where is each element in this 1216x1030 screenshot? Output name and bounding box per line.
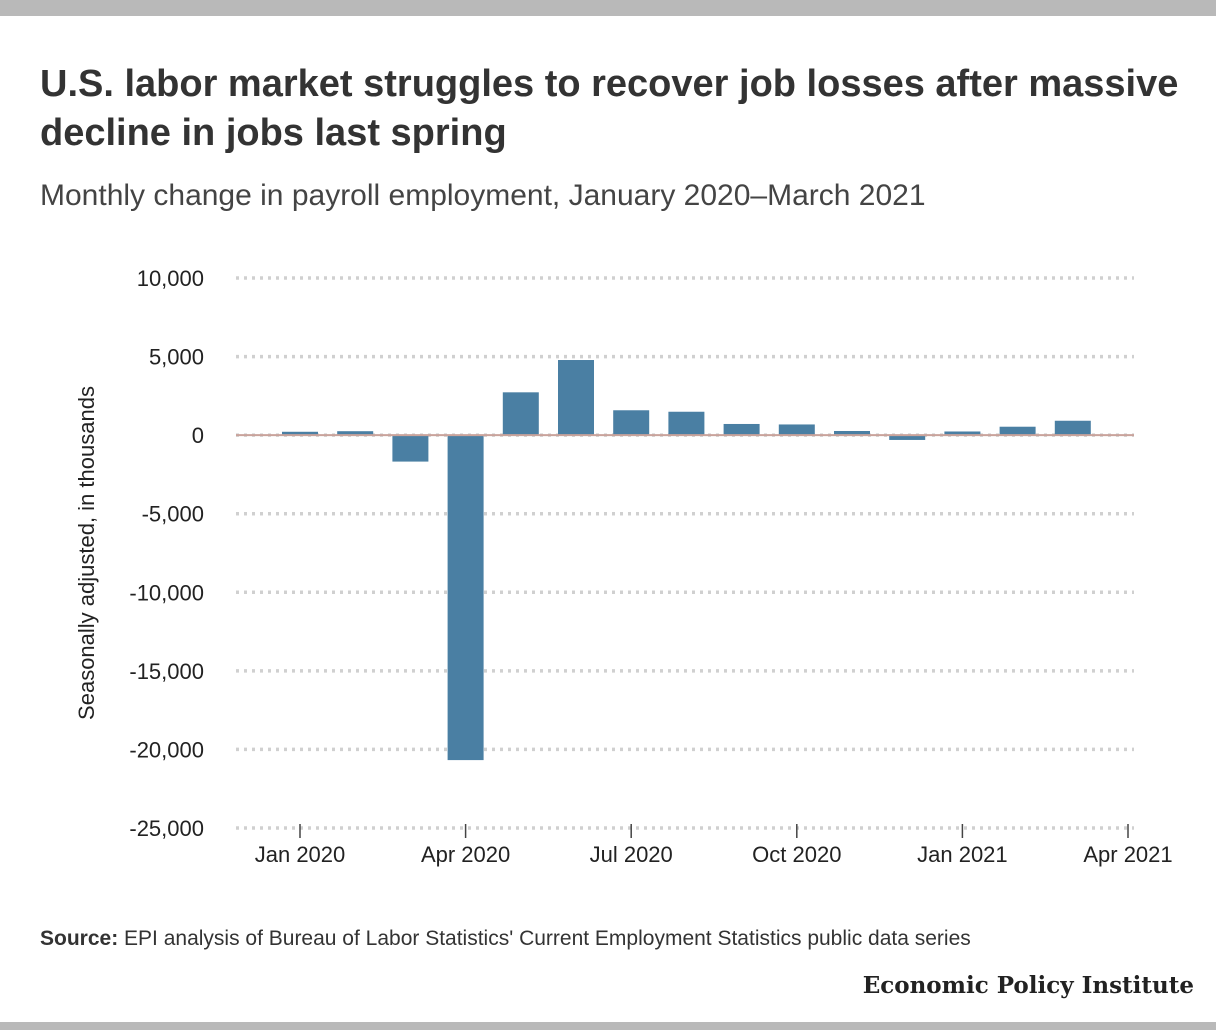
source-note: Source: EPI analysis of Bureau of Labor …: [40, 924, 1180, 954]
y-tick-label: 5,000: [149, 345, 204, 370]
bar: [337, 431, 374, 436]
y-tick-label: -25,000: [129, 816, 204, 841]
x-tick-label: Apr 2021: [1083, 842, 1172, 867]
bar: [502, 392, 539, 436]
source-text: EPI analysis of Bureau of Labor Statisti…: [118, 927, 971, 950]
y-tick-label: -5,000: [142, 502, 204, 527]
x-axis-ticks: Jan 2020 Apr 2020 Jul 2020 Oct 2020 Jan 2021…: [255, 824, 1173, 867]
y-tick-label: -20,000: [129, 737, 204, 762]
bar: [944, 431, 981, 436]
bar: [889, 435, 926, 440]
x-tick-label: Jan 2020: [255, 842, 346, 867]
x-tick-label: Oct 2020: [752, 842, 841, 867]
x-tick-label: Apr 2020: [421, 842, 510, 867]
bar: [778, 424, 815, 436]
y-axis-ticks: 10,000 5,000 0 -5,000 -10,000 -15,000 -20,000 -…: [129, 266, 204, 841]
x-tick-label: Jan 2021: [917, 842, 1008, 867]
chart-title: U.S. labor market struggles to recover j…: [40, 63, 1179, 154]
y-tick-label: 0: [192, 423, 204, 448]
bar: [1054, 420, 1091, 436]
bar: [668, 411, 705, 436]
bar: [282, 431, 318, 436]
y-tick-label: -15,000: [129, 659, 204, 684]
bar: [613, 410, 650, 436]
bottom-border: [0, 1022, 1216, 1030]
bar: [392, 435, 429, 462]
y-tick-label: 10,000: [137, 266, 204, 291]
bar: [834, 430, 870, 436]
gridlines: [236, 276, 1134, 830]
source-label: Source:: [40, 927, 119, 950]
bars: [282, 360, 1091, 761]
publisher-logo-text: Economic Policy Institute: [862, 972, 1194, 999]
bar: [999, 426, 1036, 436]
bar: [558, 360, 594, 436]
top-border: [0, 0, 1216, 16]
y-tick-label: -10,000: [129, 580, 204, 605]
bar: [723, 423, 760, 436]
chart-subtitle: Monthly change in payroll employment, Ja…: [40, 179, 926, 212]
bar: [447, 435, 484, 761]
x-tick-label: Jul 2020: [590, 842, 673, 867]
bar-chart: 10,000 5,000 0 -5,000 -10,000 -15,000 -20,000 -…: [129, 266, 1173, 867]
